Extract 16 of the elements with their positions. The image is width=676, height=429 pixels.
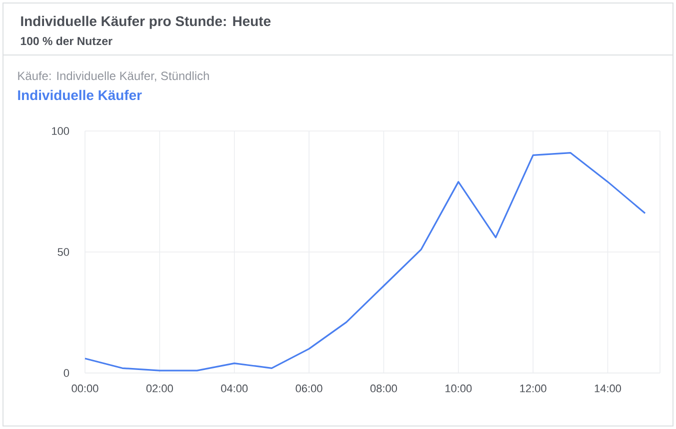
line-series xyxy=(84,152,646,372)
x-tick-label: 10:00 xyxy=(446,384,472,392)
text: Käufe: Individuelle Käufer, Stündlich xyxy=(18,71,209,82)
y-tick-label: 0 xyxy=(64,369,70,377)
y-tick-label: 50 xyxy=(58,248,70,256)
x-tick-label: 06:00 xyxy=(296,384,322,392)
x-tick-label: 00:00 xyxy=(72,384,98,392)
x-tick-label: 04:00 xyxy=(221,384,248,392)
chart-subtitle: 100 % der Nutzer xyxy=(20,36,112,46)
x-tick-label: 14:00 xyxy=(594,384,622,392)
y-tick-label: 100 xyxy=(52,127,70,135)
x-tick-label: 02:00 xyxy=(146,384,173,392)
text: Individuelle Käufer xyxy=(18,90,142,100)
x-tick-label: 08:00 xyxy=(370,384,397,392)
x-tick-label: 12:00 xyxy=(520,384,546,392)
chart-title: Individuelle Käufer pro Stunde: Heute xyxy=(21,16,271,29)
